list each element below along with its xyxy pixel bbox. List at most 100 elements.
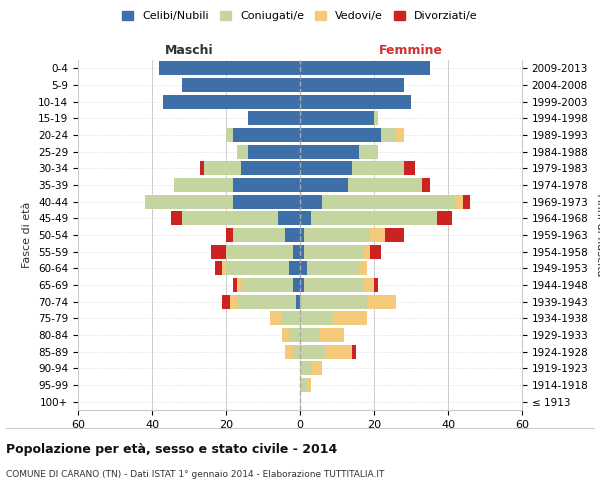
- Bar: [223, 261, 226, 276]
- Y-axis label: Anni di nascita: Anni di nascita: [595, 194, 600, 276]
- Bar: [300, 78, 404, 92]
- Bar: [300, 344, 326, 359]
- Bar: [281, 328, 289, 342]
- Bar: [370, 228, 385, 242]
- Bar: [334, 311, 367, 326]
- Bar: [289, 328, 300, 342]
- Bar: [237, 278, 241, 292]
- Bar: [382, 128, 396, 142]
- Text: Popolazione per età, sesso e stato civile - 2014: Popolazione per età, sesso e stato civil…: [6, 442, 337, 456]
- Bar: [300, 261, 307, 276]
- Bar: [300, 194, 322, 209]
- Bar: [300, 361, 311, 376]
- Bar: [374, 278, 378, 292]
- Bar: [319, 328, 344, 342]
- Bar: [348, 178, 422, 192]
- Bar: [322, 194, 455, 209]
- Bar: [204, 162, 241, 175]
- Bar: [293, 278, 300, 292]
- Bar: [160, 62, 300, 76]
- Bar: [237, 144, 248, 159]
- Bar: [352, 162, 404, 175]
- Bar: [326, 344, 352, 359]
- Bar: [241, 278, 293, 292]
- Bar: [300, 311, 334, 326]
- Bar: [211, 244, 226, 259]
- Bar: [285, 228, 300, 242]
- Bar: [271, 311, 281, 326]
- Bar: [422, 178, 430, 192]
- Bar: [182, 211, 278, 226]
- Bar: [248, 144, 300, 159]
- Text: Femmine: Femmine: [379, 44, 443, 57]
- Bar: [307, 378, 311, 392]
- Bar: [248, 112, 300, 126]
- Bar: [300, 128, 382, 142]
- Legend: Celibi/Nubili, Coniugati/e, Vedovi/e, Divorziati/e: Celibi/Nubili, Coniugati/e, Vedovi/e, Di…: [118, 6, 482, 25]
- Bar: [241, 162, 300, 175]
- Bar: [300, 211, 311, 226]
- Bar: [233, 194, 300, 209]
- Bar: [307, 261, 359, 276]
- Bar: [163, 94, 300, 109]
- Bar: [293, 244, 300, 259]
- Bar: [293, 344, 300, 359]
- Bar: [374, 112, 378, 126]
- Bar: [300, 62, 430, 76]
- Text: Maschi: Maschi: [164, 44, 214, 57]
- Bar: [455, 194, 463, 209]
- Bar: [215, 261, 223, 276]
- Bar: [223, 294, 230, 308]
- Bar: [300, 162, 352, 175]
- Bar: [226, 261, 289, 276]
- Y-axis label: Fasce di età: Fasce di età: [22, 202, 32, 268]
- Bar: [300, 278, 304, 292]
- Bar: [404, 162, 415, 175]
- Bar: [359, 261, 367, 276]
- Bar: [352, 344, 356, 359]
- Bar: [233, 128, 300, 142]
- Bar: [300, 94, 411, 109]
- Bar: [370, 244, 382, 259]
- Bar: [463, 194, 470, 209]
- Bar: [367, 294, 396, 308]
- Bar: [233, 178, 300, 192]
- Bar: [233, 278, 237, 292]
- Bar: [300, 178, 348, 192]
- Bar: [230, 294, 237, 308]
- Bar: [226, 244, 293, 259]
- Bar: [300, 294, 367, 308]
- Bar: [363, 244, 370, 259]
- Bar: [311, 361, 322, 376]
- Bar: [300, 244, 304, 259]
- Bar: [226, 228, 233, 242]
- Bar: [233, 228, 285, 242]
- Bar: [300, 378, 307, 392]
- Bar: [174, 178, 233, 192]
- Bar: [182, 78, 300, 92]
- Bar: [385, 228, 404, 242]
- Bar: [170, 211, 182, 226]
- Bar: [281, 311, 300, 326]
- Bar: [304, 244, 363, 259]
- Bar: [300, 144, 359, 159]
- Bar: [145, 194, 233, 209]
- Bar: [226, 128, 233, 142]
- Bar: [285, 344, 293, 359]
- Bar: [437, 211, 452, 226]
- Bar: [289, 261, 300, 276]
- Bar: [278, 211, 300, 226]
- Bar: [237, 294, 296, 308]
- Text: COMUNE DI CARANO (TN) - Dati ISTAT 1° gennaio 2014 - Elaborazione TUTTITALIA.IT: COMUNE DI CARANO (TN) - Dati ISTAT 1° ge…: [6, 470, 385, 479]
- Bar: [311, 211, 437, 226]
- Bar: [300, 112, 374, 126]
- Bar: [304, 278, 363, 292]
- Bar: [363, 278, 374, 292]
- Bar: [300, 328, 319, 342]
- Bar: [296, 294, 300, 308]
- Bar: [304, 228, 370, 242]
- Bar: [200, 162, 204, 175]
- Bar: [396, 128, 404, 142]
- Bar: [359, 144, 378, 159]
- Bar: [300, 228, 304, 242]
